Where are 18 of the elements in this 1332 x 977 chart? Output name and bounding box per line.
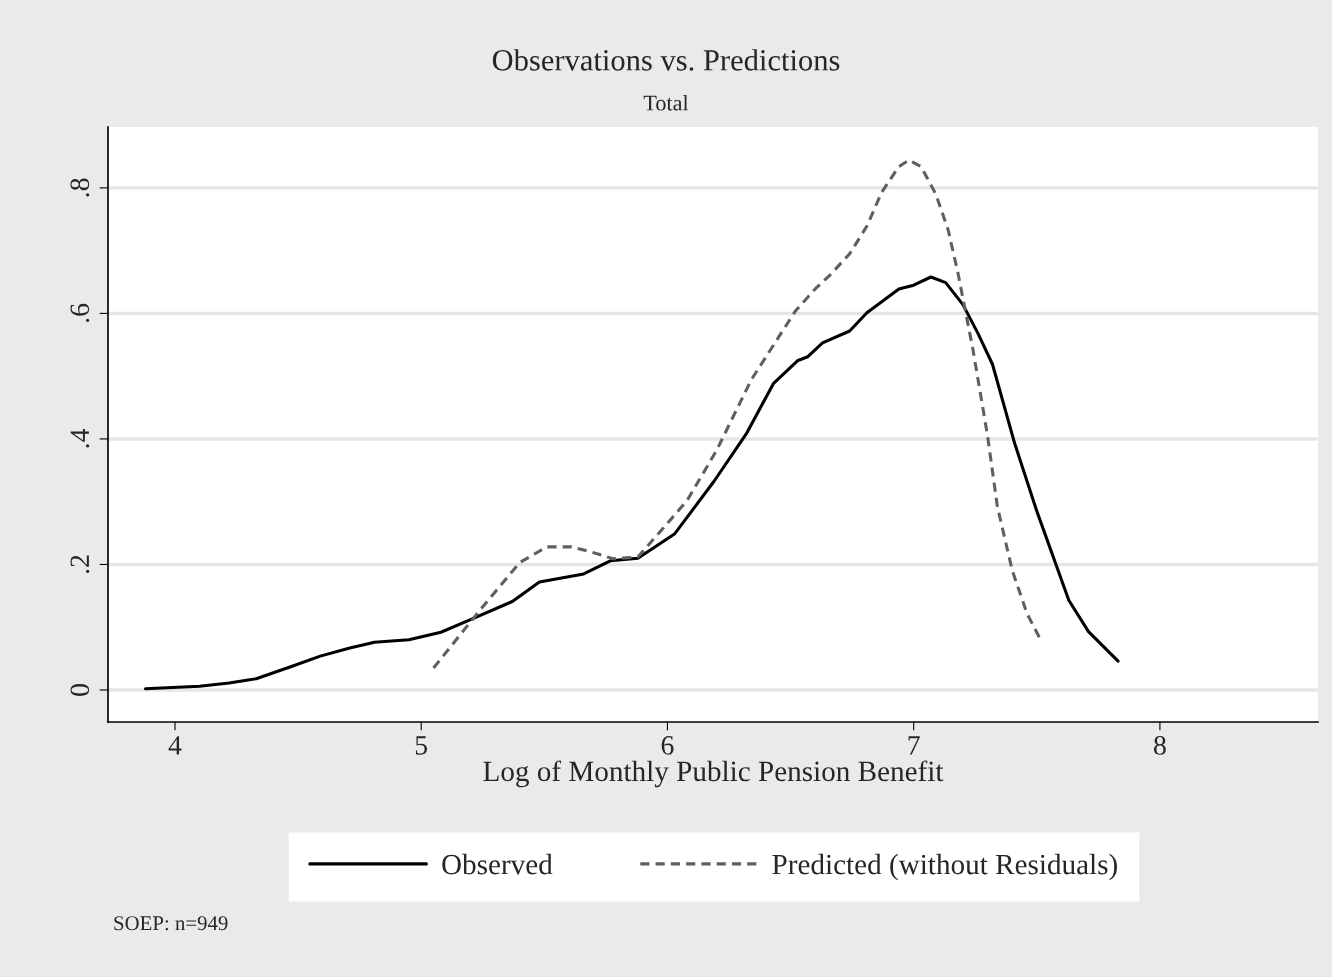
y-tick-label: .6 xyxy=(70,303,90,322)
y-tick-label: .4 xyxy=(70,428,90,448)
x-tick-label: 5 xyxy=(415,736,428,755)
x-tick-label: 4 xyxy=(168,736,182,755)
chart-subtitle: Total xyxy=(643,94,689,111)
line-series xyxy=(143,275,1120,691)
text: SOEP: n=949 xyxy=(114,916,228,931)
x-tick-label: 8 xyxy=(1154,736,1166,755)
y-tick-label: 0 xyxy=(70,684,90,696)
legend-label: Observed xyxy=(442,853,553,875)
y-tick-label: .8 xyxy=(70,178,90,197)
legend-label: Predicted (without Residuals) xyxy=(772,853,1117,881)
chart-title: Observations vs. Predictions xyxy=(492,49,840,71)
y-tick-label: .2 xyxy=(70,555,90,574)
line-series xyxy=(431,158,1041,670)
x-tick-label: 6 xyxy=(661,736,674,755)
x-axis-title: Log of Monthly Public Pension Benefit xyxy=(483,760,944,788)
x-tick-label: 7 xyxy=(908,736,920,755)
